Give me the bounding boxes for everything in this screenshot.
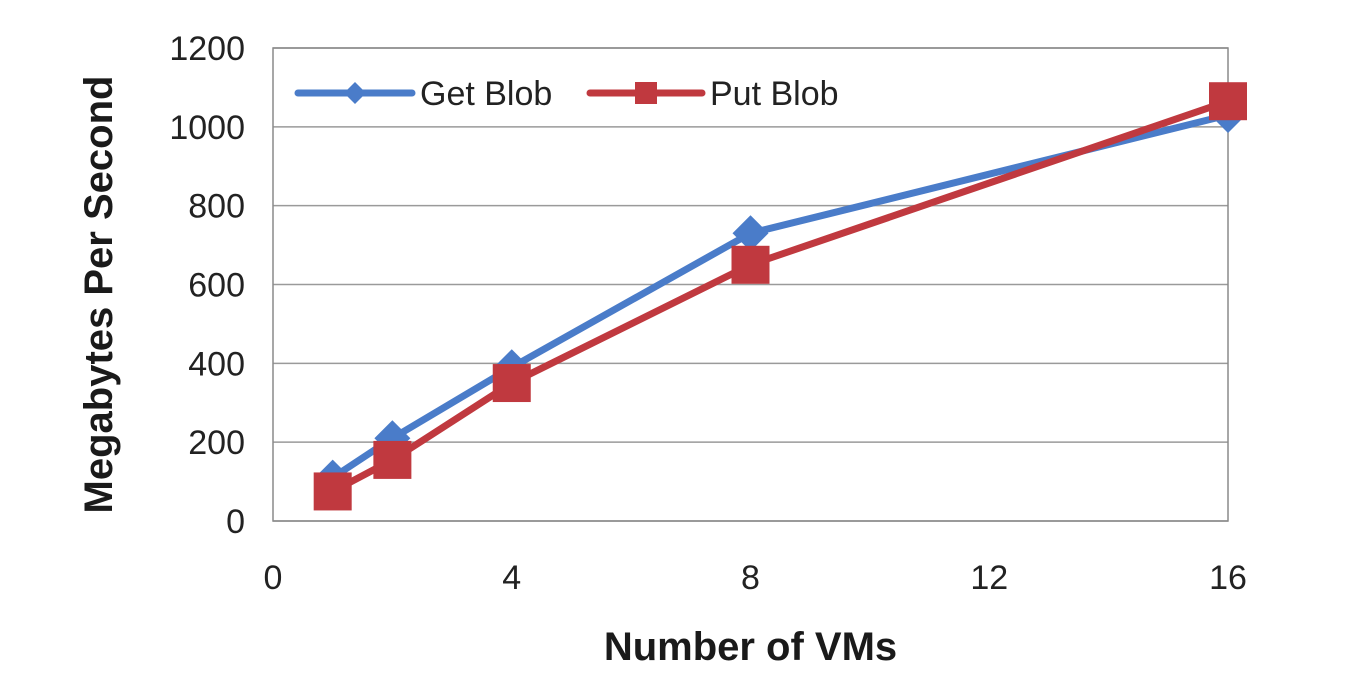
- y-axis-ticks: 0 200 400 600 800 1000 1200: [169, 30, 245, 541]
- y-tick-label-1: 200: [188, 424, 245, 462]
- x-tick-label-4: 16: [1209, 559, 1247, 597]
- x-tick-label-0: 0: [264, 559, 283, 597]
- legend-item-0: Get Blob: [294, 75, 552, 113]
- series-line-0: [329, 111, 1232, 482]
- legend-item-1: Put Blob: [586, 75, 839, 113]
- y-tick-label-0: 0: [226, 503, 245, 541]
- x-tick-label-1: 4: [502, 559, 521, 597]
- y-tick-label-4: 800: [188, 188, 245, 226]
- y-tick-label-5: 1000: [169, 109, 245, 147]
- y-axis-title: Megabytes Per Second: [77, 76, 121, 514]
- legend-marker: [635, 82, 657, 104]
- data-point-1-2: [492, 364, 531, 403]
- gridlines: [273, 47, 1228, 522]
- data-point-1-4: [1209, 82, 1247, 121]
- series-layer: [313, 82, 1247, 511]
- y-tick-label-3: 600: [188, 267, 245, 305]
- data-point-1-3: [731, 245, 770, 284]
- y-tick-label-2: 400: [188, 345, 245, 383]
- legend: Get Blob Put Blob: [294, 75, 839, 113]
- x-axis-ticks: 0 4 8 12 16: [264, 559, 1247, 597]
- x-tick-label-3: 12: [970, 559, 1008, 597]
- y-tick-label-6: 1200: [169, 30, 245, 68]
- series-line-1: [329, 97, 1232, 495]
- series-get-blob: [314, 97, 1246, 496]
- data-point-0-3: [732, 215, 769, 252]
- plot-area: [272, 47, 1229, 522]
- series-put-blob: [313, 82, 1247, 511]
- legend-label: Get Blob: [420, 75, 552, 113]
- data-point-1-0: [313, 472, 352, 511]
- x-axis-title: Number of VMs: [604, 625, 897, 669]
- legend-marker: [344, 82, 366, 104]
- legend-label: Put Blob: [710, 75, 839, 113]
- x-tick-label-2: 8: [741, 559, 760, 597]
- data-point-1-1: [373, 440, 412, 479]
